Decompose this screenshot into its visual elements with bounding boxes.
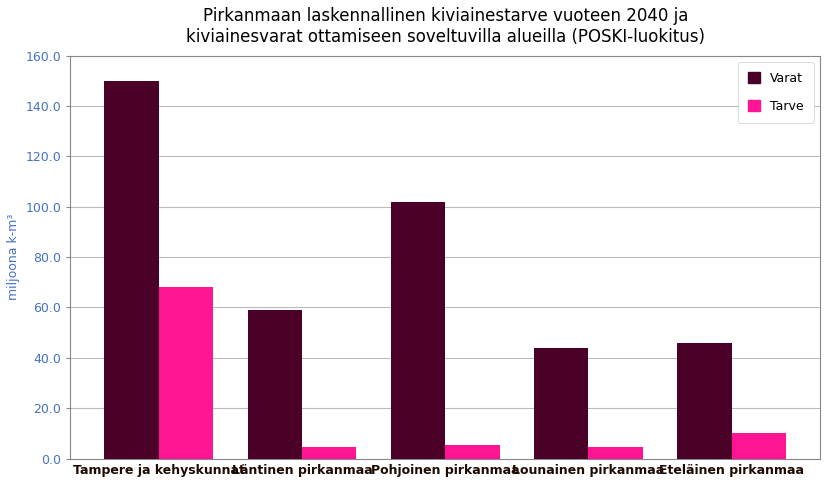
Bar <box>391 202 445 458</box>
Bar <box>732 433 786 458</box>
Bar <box>445 445 500 458</box>
Bar <box>534 348 588 458</box>
Bar <box>159 287 213 458</box>
Bar <box>677 343 732 458</box>
Legend: Varat, Tarve: Varat, Tarve <box>738 62 814 123</box>
Bar <box>302 447 356 458</box>
Bar <box>104 81 159 458</box>
Bar <box>588 447 643 458</box>
Bar <box>247 310 302 458</box>
Y-axis label: miljoona k-m³: miljoona k-m³ <box>7 214 20 300</box>
Title: Pirkanmaan laskennallinen kiviainestarve vuoteen 2040 ja
kiviainesvarat ottamise: Pirkanmaan laskennallinen kiviainestarve… <box>186 7 705 46</box>
